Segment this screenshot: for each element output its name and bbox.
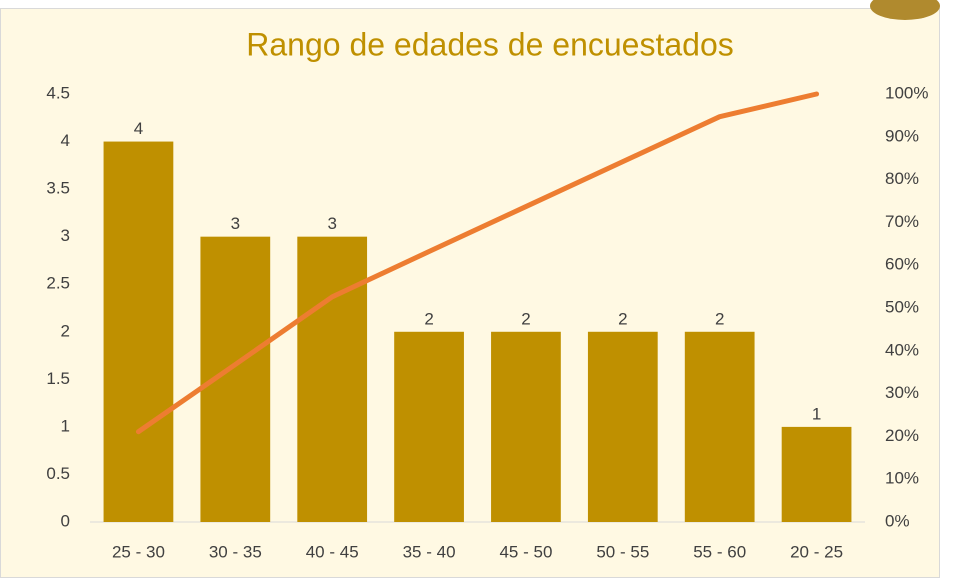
data-label: 1 [812, 404, 821, 423]
decoration [870, 0, 940, 20]
chart-title: Rango de edades de encuestados [246, 26, 734, 62]
data-label: 2 [424, 309, 433, 328]
y2-tick-label: 40% [885, 340, 919, 359]
y2-tick-label: 70% [885, 212, 919, 231]
bar [587, 331, 658, 522]
bar [103, 141, 174, 523]
y2-tick-label: 10% [885, 469, 919, 488]
bar [297, 236, 368, 522]
bar [781, 426, 852, 522]
y-tick-label: 3 [61, 226, 70, 245]
y2-tick-label: 90% [885, 126, 919, 145]
data-label: 4 [134, 119, 143, 138]
x-tick-label: 30 - 35 [209, 542, 262, 561]
y-tick-label: 0 [61, 511, 70, 530]
data-label: 2 [618, 309, 627, 328]
data-label: 2 [715, 309, 724, 328]
line [135, 91, 820, 435]
y2-tick-label: 50% [885, 297, 919, 316]
y-tick-label: 4.5 [46, 83, 70, 102]
x-tick-label: 20 - 25 [790, 542, 843, 561]
y-tick-label: 1.5 [46, 369, 70, 388]
bar [394, 331, 464, 522]
x-tick-label: 50 - 55 [596, 542, 649, 561]
bar [684, 331, 755, 522]
x-tick-label: 35 - 40 [403, 542, 456, 561]
y2-tick-label: 20% [885, 426, 919, 445]
x-tick-label: 55 - 60 [693, 542, 746, 561]
y2-tick-label: 0% [885, 511, 910, 530]
data-label: 3 [327, 214, 336, 233]
y-tick-label: 1 [61, 416, 70, 435]
y-tick-label: 2 [61, 321, 70, 340]
y-tick-label: 3.5 [46, 179, 70, 198]
data-label: 3 [231, 214, 240, 233]
bar [491, 331, 561, 522]
y-tick-label: 2.5 [46, 274, 70, 293]
y-tick-label: 4 [61, 131, 70, 150]
y2-tick-label: 80% [885, 169, 919, 188]
data-label: 2 [521, 309, 530, 328]
x-tick-label: 25 - 30 [112, 542, 165, 561]
y2-tick-label: 100% [885, 83, 928, 102]
x-tick-label: 40 - 45 [306, 542, 359, 561]
x-tick-label: 45 - 50 [499, 542, 552, 561]
y2-tick-label: 30% [885, 383, 919, 402]
y2-tick-label: 60% [885, 255, 919, 274]
y-tick-label: 0.5 [46, 464, 70, 483]
